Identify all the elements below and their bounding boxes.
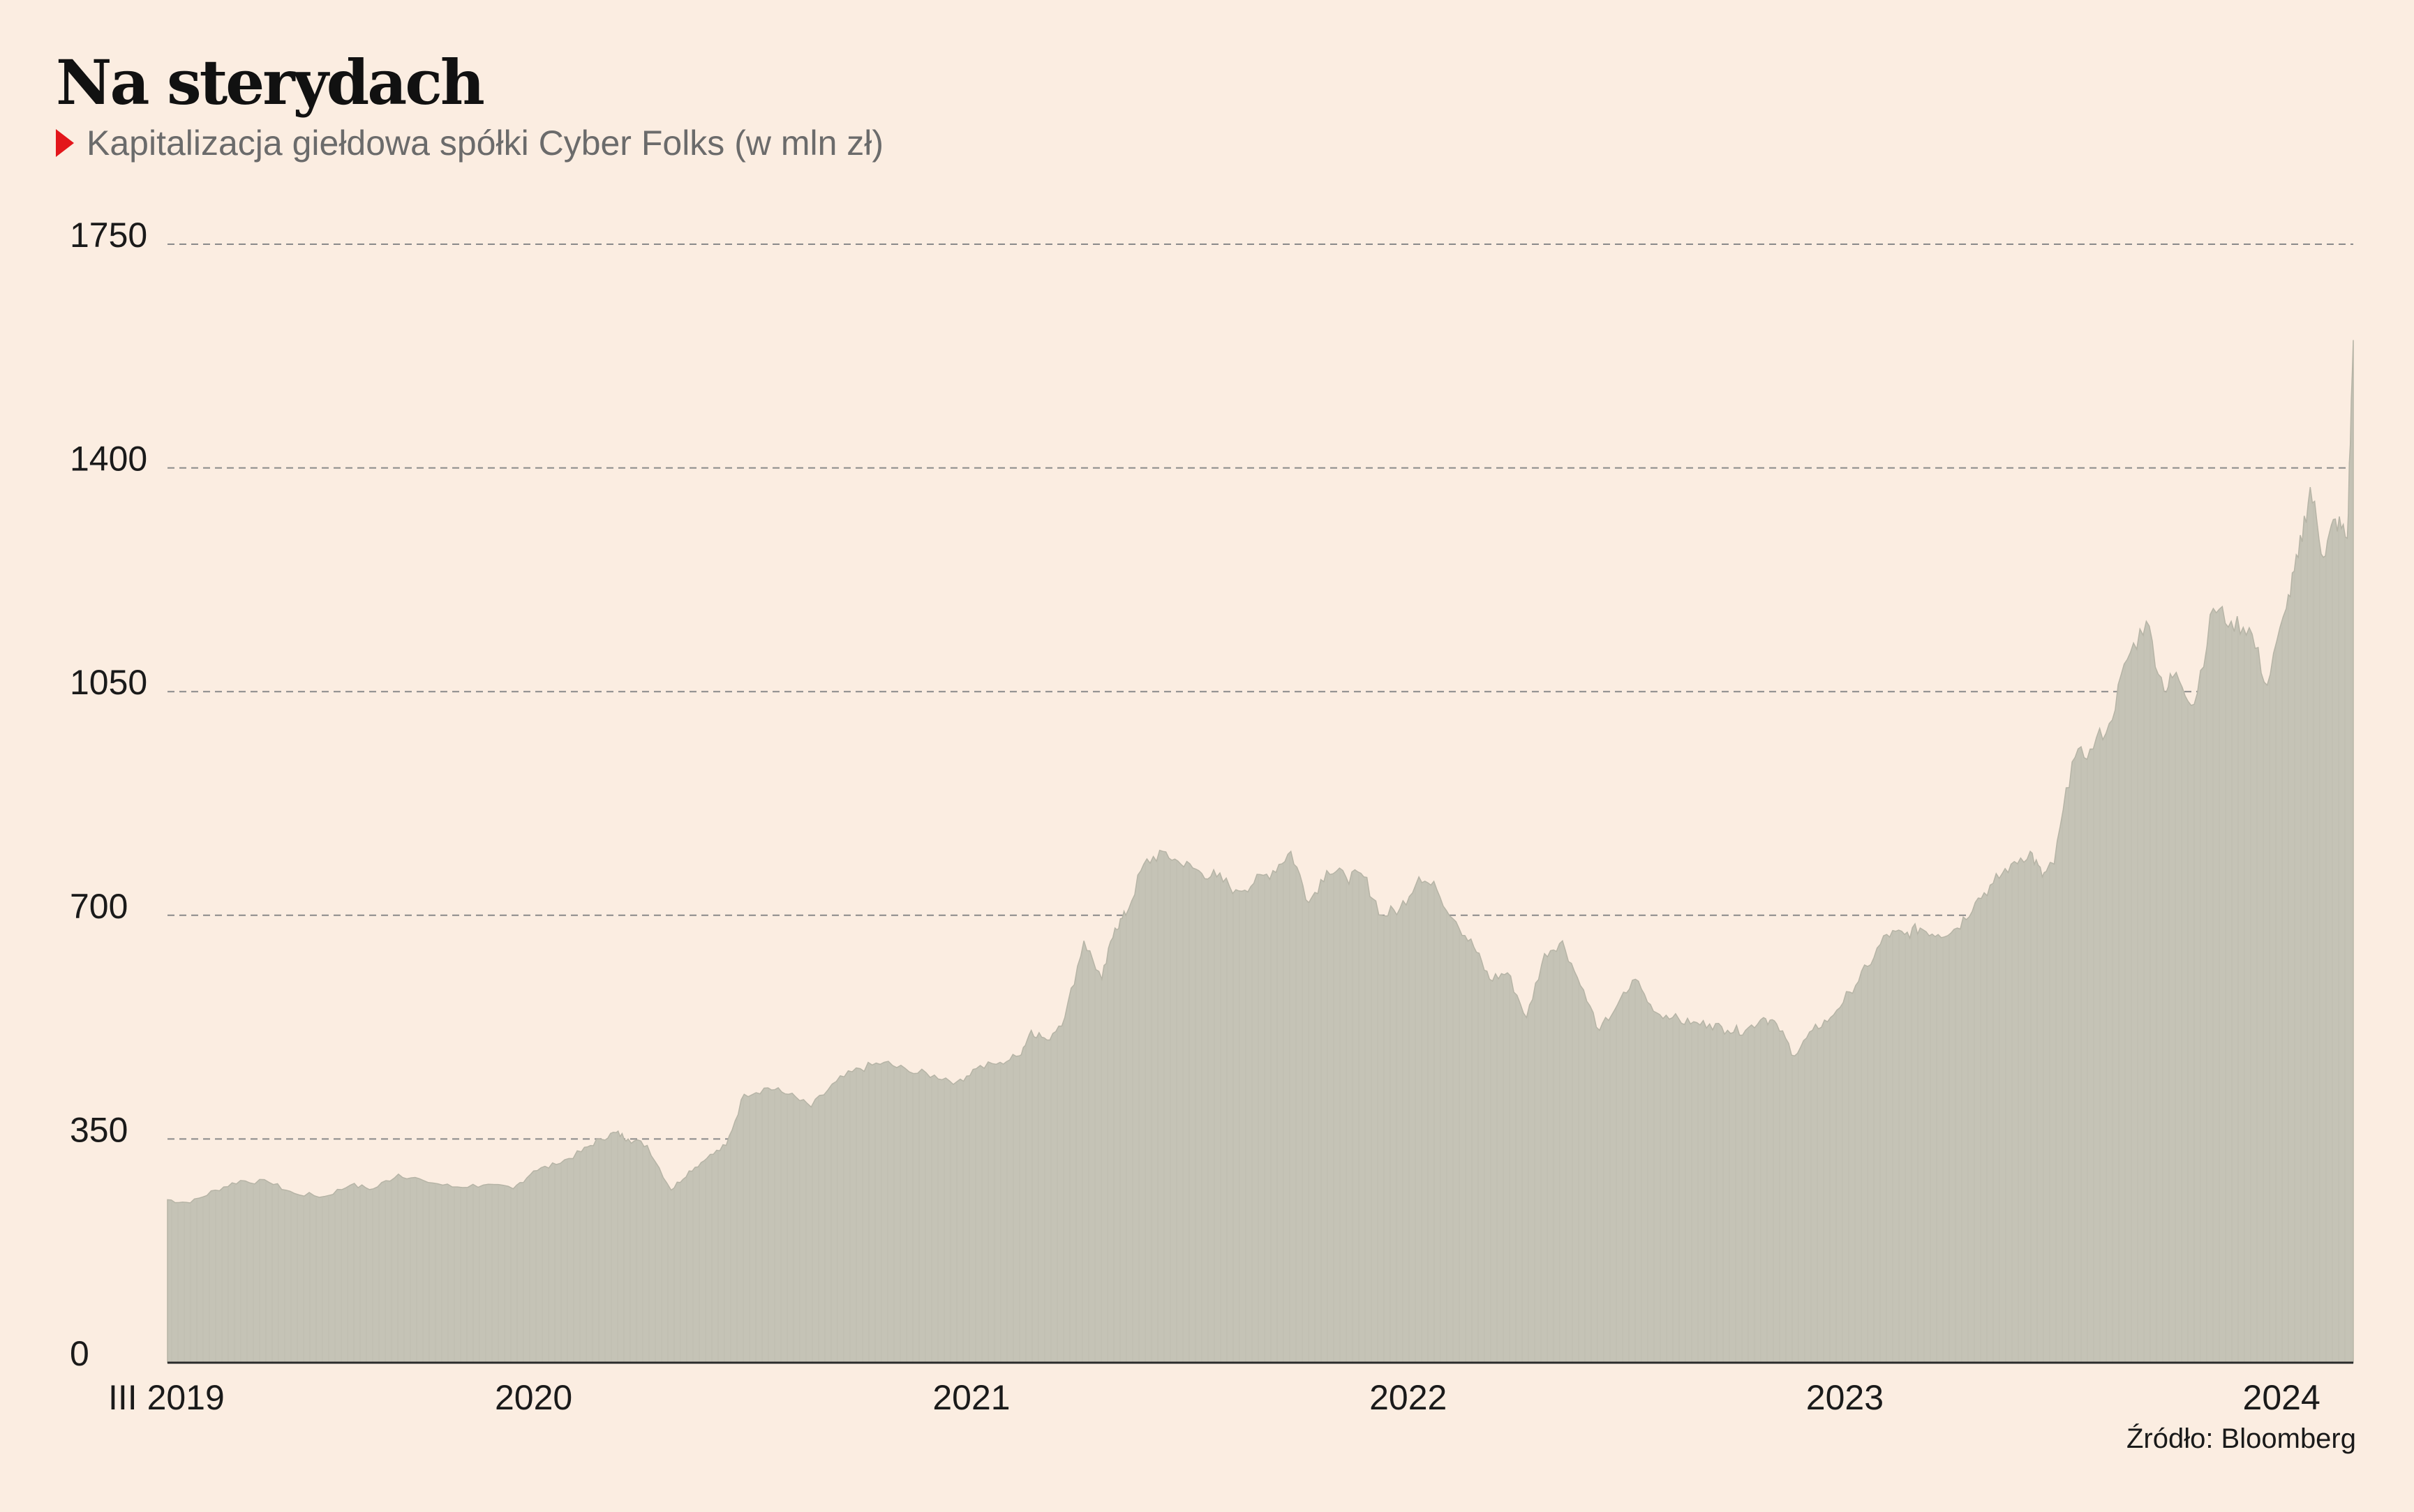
x-tick-label: III 2019	[108, 1378, 225, 1417]
source-note: Źródło: Bloomberg	[2126, 1423, 2356, 1454]
chart-subtitle: Kapitalizacja giełdowa spółki Cyber Folk…	[87, 123, 884, 163]
x-tick-label: 2023	[1806, 1378, 1884, 1417]
chart-title: Na sterydach	[56, 46, 485, 119]
x-axis-ticks: III 2019 2020 2021 2022 2023 2024	[108, 1378, 2320, 1417]
y-axis-ticks: 0 350 700 1050 1400 1750	[70, 216, 147, 1373]
x-tick-label: 2022	[1369, 1378, 1447, 1417]
x-tick-label: 2024	[2243, 1378, 2320, 1417]
x-tick-label: 2021	[932, 1378, 1010, 1417]
market-cap-area	[167, 340, 2354, 1363]
red-triangle-icon	[56, 129, 74, 157]
area-layer	[167, 340, 2354, 1363]
y-tick-label: 350	[70, 1110, 128, 1149]
y-tick-label: 1400	[70, 440, 147, 479]
y-tick-label: 0	[70, 1334, 89, 1373]
x-tick-label: 2020	[495, 1378, 572, 1417]
y-tick-label: 1750	[70, 216, 147, 255]
subtitle-row: Kapitalizacja giełdowa spółki Cyber Folk…	[56, 123, 884, 163]
y-tick-label: 700	[70, 887, 128, 926]
y-tick-label: 1050	[70, 663, 147, 702]
